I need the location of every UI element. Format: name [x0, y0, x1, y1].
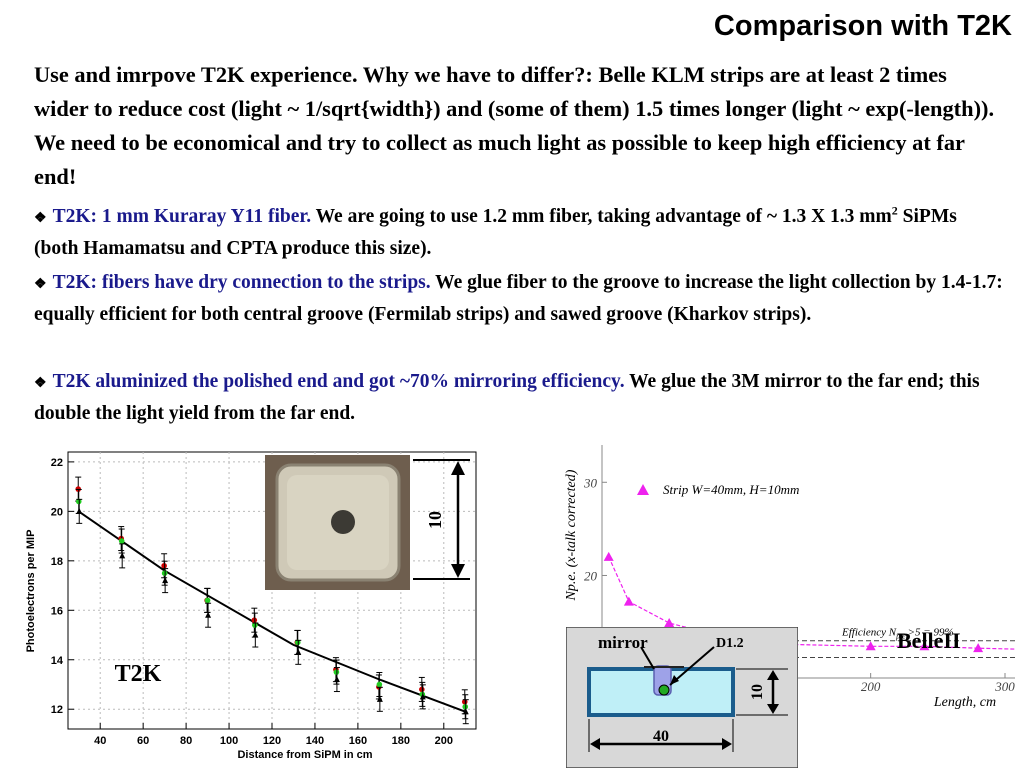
data-point: [462, 708, 469, 715]
data-point: [205, 611, 212, 618]
data-point: [295, 648, 302, 655]
fiber-label: D1.2: [716, 636, 744, 651]
y-axis-label: Photoelectrons per MIP: [25, 530, 37, 653]
bullet-lead: T2K: 1 mm Kuraray Y11 fiber.: [52, 206, 312, 227]
y-tick-label: 12: [51, 704, 63, 716]
y-tick-label: 18: [51, 556, 63, 568]
bullet-mirror: ❖ T2K aluminized the polished end and got…: [34, 371, 980, 424]
legend-marker: [637, 484, 649, 495]
y-tick-label: 30: [583, 475, 598, 490]
height-arrow-up-icon: [767, 670, 779, 680]
data-point: [333, 676, 340, 683]
height-arrow-down-icon: [767, 704, 779, 714]
x-tick-label: 80: [180, 735, 192, 747]
diamond-bullet-icon: ❖: [34, 376, 47, 391]
fiber-pointer: [669, 646, 715, 686]
x-tick-label: 40: [94, 735, 106, 747]
slide-title: Comparison with T2K: [713, 10, 1012, 42]
y-tick-label: 14: [51, 655, 64, 667]
x-tick-label: 300: [994, 679, 1015, 694]
x-tick-label: 200: [435, 735, 453, 747]
diamond-bullet-icon: ❖: [34, 211, 47, 226]
threshold-label: Efficiency Np.e.>5 = 99%: [841, 627, 954, 641]
width-label: 40: [653, 728, 669, 745]
width-arrow-right-icon: [722, 738, 732, 750]
data-point: [419, 693, 426, 700]
intro-paragraph: Use and imrpove T2K experience. Why we h…: [34, 62, 995, 189]
x-tick-label: 160: [349, 735, 367, 747]
data-point: [973, 643, 984, 653]
data-point: [865, 641, 876, 651]
x-tick-label: 120: [263, 735, 281, 747]
data-point: [118, 538, 125, 544]
legend-label: Strip W=40mm, H=10mm: [663, 482, 799, 497]
belle-label: BelleII: [897, 628, 961, 653]
x-axis-label: Length, cm: [933, 695, 996, 710]
x-tick-label: 200: [861, 679, 881, 694]
dim-arrow-down-icon: [451, 564, 465, 578]
data-point: [252, 631, 259, 638]
fiber-hole: [331, 510, 355, 534]
photo-dim-label: 10: [425, 511, 445, 529]
data-point: [119, 552, 126, 559]
y-tick-label: 20: [51, 506, 63, 518]
x-tick-label: 180: [392, 735, 410, 747]
data-point: [376, 681, 383, 688]
data-point: [623, 596, 634, 606]
y-axis-label: Np.e. (x-talk corrected): [564, 469, 579, 601]
data-point: [162, 577, 169, 584]
fiber-arrow-icon: [670, 675, 679, 685]
x-tick-label: 60: [137, 735, 149, 747]
data-point: [664, 618, 675, 628]
bullet-fiber: ❖ T2K: 1 mm Kuraray Y11 fiber. We are goi…: [34, 203, 957, 260]
belle-strip-diagram: mirror D1.2 10 40: [566, 627, 798, 768]
mirror-pointer: [640, 646, 655, 670]
x-axis-label: Distance from SiPM in cm: [237, 749, 372, 761]
t2k-strip-photo: 10: [265, 455, 470, 590]
y-tick-label: 22: [51, 457, 63, 469]
data-point: [603, 551, 614, 561]
data-point: [76, 507, 83, 514]
bullet-lead: T2K: fibers have dry connection to the s…: [52, 272, 431, 293]
data-point: [919, 641, 930, 651]
t2k-label: T2K: [115, 661, 162, 687]
width-arrow-left-icon: [590, 738, 600, 750]
fit-line: [78, 510, 466, 713]
bullet-lead: T2K aluminized the polished end and got …: [52, 371, 625, 392]
fiber-icon: [658, 684, 670, 696]
height-label: 10: [749, 684, 766, 700]
data-point: [204, 597, 211, 604]
x-tick-label: 140: [306, 735, 324, 747]
data-point: [376, 695, 383, 702]
bullet-glue: ❖ T2K: fibers have dry connection to the …: [34, 272, 1003, 325]
y-tick-label: 16: [51, 605, 63, 617]
dim-arrow-up-icon: [451, 461, 465, 475]
x-tick-label: 100: [220, 735, 238, 747]
mirror-label: mirror: [598, 633, 648, 652]
diamond-bullet-icon: ❖: [34, 277, 47, 292]
y-tick-label: 20: [584, 568, 598, 583]
